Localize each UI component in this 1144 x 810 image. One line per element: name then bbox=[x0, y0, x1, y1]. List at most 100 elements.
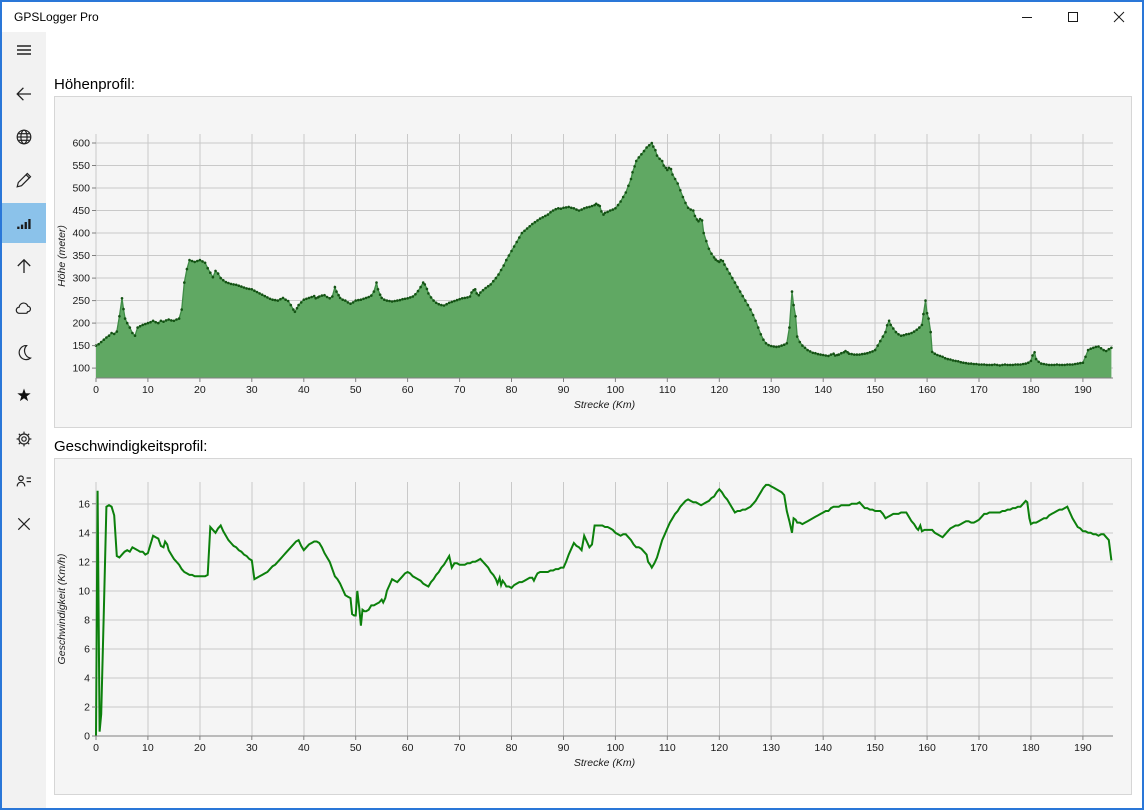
sidebar-item-menu[interactable] bbox=[2, 34, 46, 66]
svg-text:120: 120 bbox=[711, 742, 729, 754]
svg-text:20: 20 bbox=[194, 742, 206, 754]
svg-text:100: 100 bbox=[607, 742, 625, 754]
svg-text:90: 90 bbox=[558, 384, 570, 396]
sidebar-item-cloud[interactable] bbox=[2, 289, 46, 329]
contacts-icon bbox=[14, 471, 34, 491]
svg-text:80: 80 bbox=[506, 742, 518, 754]
minimize-button[interactable] bbox=[1004, 2, 1050, 32]
up-arrow-icon bbox=[14, 256, 34, 276]
svg-text:16: 16 bbox=[78, 498, 90, 510]
svg-text:150: 150 bbox=[866, 384, 884, 396]
moon-icon bbox=[14, 342, 34, 362]
svg-text:180: 180 bbox=[1022, 742, 1040, 754]
svg-text:600: 600 bbox=[72, 138, 90, 150]
svg-text:400: 400 bbox=[72, 228, 90, 240]
svg-text:150: 150 bbox=[72, 340, 90, 352]
svg-text:80: 80 bbox=[506, 384, 518, 396]
minimize-icon bbox=[1021, 11, 1033, 23]
svg-text:90: 90 bbox=[558, 742, 570, 754]
nav-sidebar bbox=[2, 32, 46, 808]
svg-text:50: 50 bbox=[350, 742, 362, 754]
elevation-plot: 0 10 20 30 40 50 60 70 80 90 100 110 120 130 140 150 160… bbox=[56, 134, 1113, 411]
svg-text:190: 190 bbox=[1074, 384, 1092, 396]
close-x-icon bbox=[14, 514, 34, 534]
svg-text:Geschwindigkeit (Km/h): Geschwindigkeit (Km/h) bbox=[56, 554, 68, 665]
svg-text:12: 12 bbox=[78, 556, 90, 568]
svg-text:50: 50 bbox=[350, 384, 362, 396]
cloud-icon bbox=[14, 299, 34, 319]
svg-text:130: 130 bbox=[762, 742, 780, 754]
svg-text:140: 140 bbox=[814, 742, 832, 754]
sidebar-item-contacts[interactable] bbox=[2, 461, 46, 501]
window-title: GPSLogger Pro bbox=[14, 10, 99, 24]
svg-text:160: 160 bbox=[918, 384, 936, 396]
svg-text:150: 150 bbox=[866, 742, 884, 754]
sidebar-item-night-mode[interactable] bbox=[2, 332, 46, 372]
svg-text:450: 450 bbox=[72, 205, 90, 217]
svg-text:Höhe (meter): Höhe (meter) bbox=[56, 225, 68, 287]
menu-icon bbox=[14, 40, 34, 60]
sidebar-item-edit[interactable] bbox=[2, 160, 46, 200]
svg-text:70: 70 bbox=[454, 384, 466, 396]
maximize-button[interactable] bbox=[1050, 2, 1096, 32]
svg-text:30: 30 bbox=[246, 742, 258, 754]
sidebar-item-upload[interactable] bbox=[2, 246, 46, 286]
sidebar-item-charts[interactable] bbox=[2, 203, 46, 243]
svg-text:140: 140 bbox=[814, 384, 832, 396]
svg-text:160: 160 bbox=[918, 742, 936, 754]
sidebar-item-settings[interactable] bbox=[2, 419, 46, 459]
svg-text:10: 10 bbox=[142, 384, 154, 396]
svg-text:4: 4 bbox=[84, 672, 90, 684]
svg-text:40: 40 bbox=[298, 742, 310, 754]
star-icon bbox=[14, 385, 34, 405]
window-controls bbox=[1004, 2, 1142, 32]
svg-text:100: 100 bbox=[607, 384, 625, 396]
svg-text:6: 6 bbox=[84, 643, 90, 655]
sidebar-item-back[interactable] bbox=[2, 74, 46, 114]
svg-text:180: 180 bbox=[1022, 384, 1040, 396]
svg-text:14: 14 bbox=[78, 527, 90, 539]
svg-text:10: 10 bbox=[78, 585, 90, 597]
svg-text:20: 20 bbox=[194, 384, 206, 396]
svg-text:130: 130 bbox=[762, 384, 780, 396]
svg-text:30: 30 bbox=[246, 384, 258, 396]
svg-text:500: 500 bbox=[72, 183, 90, 195]
svg-text:2: 2 bbox=[84, 702, 90, 714]
elevation-chart-label: Höhenprofil: bbox=[54, 76, 135, 93]
svg-text:70: 70 bbox=[454, 742, 466, 754]
svg-text:100: 100 bbox=[72, 363, 90, 375]
svg-text:60: 60 bbox=[402, 742, 414, 754]
svg-text:120: 120 bbox=[711, 384, 729, 396]
svg-text:350: 350 bbox=[72, 250, 90, 262]
svg-text:0: 0 bbox=[93, 742, 99, 754]
sidebar-item-exit[interactable] bbox=[2, 504, 46, 544]
svg-text:Strecke (Km): Strecke (Km) bbox=[574, 757, 635, 769]
svg-text:200: 200 bbox=[72, 318, 90, 330]
svg-text:60: 60 bbox=[402, 384, 414, 396]
elevation-chart: 0 10 20 30 40 50 60 70 80 90 100 110 120 130 140 150 160… bbox=[54, 96, 1132, 428]
svg-text:Strecke (Km): Strecke (Km) bbox=[574, 399, 635, 411]
sidebar-item-globe[interactable] bbox=[2, 117, 46, 157]
pencil-icon bbox=[14, 170, 34, 190]
speed-chart: 0 10 20 30 40 50 60 70 80 90 100 110 120 130 140 150 160… bbox=[54, 458, 1132, 795]
svg-text:170: 170 bbox=[970, 384, 988, 396]
svg-text:40: 40 bbox=[298, 384, 310, 396]
svg-text:8: 8 bbox=[84, 614, 90, 626]
speed-plot: 0 10 20 30 40 50 60 70 80 90 100 110 120 130 140 150 160… bbox=[56, 482, 1113, 769]
svg-text:0: 0 bbox=[93, 384, 99, 396]
svg-text:0: 0 bbox=[84, 731, 90, 743]
speed-chart-label: Geschwindigkeitsprofil: bbox=[54, 438, 208, 455]
svg-text:190: 190 bbox=[1074, 742, 1092, 754]
svg-text:110: 110 bbox=[659, 742, 676, 754]
svg-text:300: 300 bbox=[72, 273, 90, 285]
svg-text:170: 170 bbox=[970, 742, 988, 754]
maximize-icon bbox=[1067, 11, 1079, 23]
close-icon bbox=[1113, 11, 1125, 23]
close-button[interactable] bbox=[1096, 2, 1142, 32]
sidebar-item-favorites[interactable] bbox=[2, 375, 46, 415]
svg-text:550: 550 bbox=[72, 160, 90, 172]
back-arrow-icon bbox=[14, 84, 34, 104]
gear-icon bbox=[14, 429, 34, 449]
svg-text:10: 10 bbox=[142, 742, 154, 754]
